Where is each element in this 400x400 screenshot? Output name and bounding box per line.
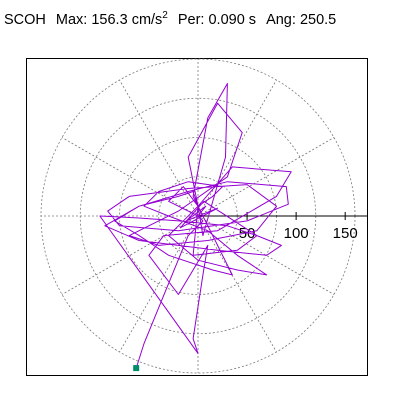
radial-tick-label-50: 50 — [239, 225, 256, 242]
trace-end-marker — [133, 365, 140, 372]
max-unit-exponent: 2 — [162, 10, 168, 21]
plot-frame: 50 100 150 — [26, 58, 368, 376]
radial-axis: 50 100 150 — [198, 212, 367, 242]
max-unit-base: cm/s — [131, 12, 163, 28]
max-unit: cm/s2 — [132, 10, 168, 28]
radial-tick-label-150: 150 — [333, 225, 358, 242]
trace-layer — [99, 83, 292, 372]
period-value: 0.090 s — [208, 12, 257, 28]
period-label: Per: — [177, 12, 205, 28]
max-label: Max: — [55, 12, 88, 28]
radial-tick-label-100: 100 — [284, 225, 309, 242]
chart-header: SCOH Max: 156.3 cm/s2 Per: 0.090 s Ang: 250… — [4, 10, 336, 28]
max-value: 156.3 — [91, 12, 128, 28]
station-code: SCOH — [4, 12, 46, 28]
trace-line-1 — [99, 83, 292, 369]
angle-label: Ang: — [266, 12, 296, 28]
angle-value: 250.5 — [299, 12, 337, 28]
polar-plot: 50 100 150 — [26, 58, 368, 376]
